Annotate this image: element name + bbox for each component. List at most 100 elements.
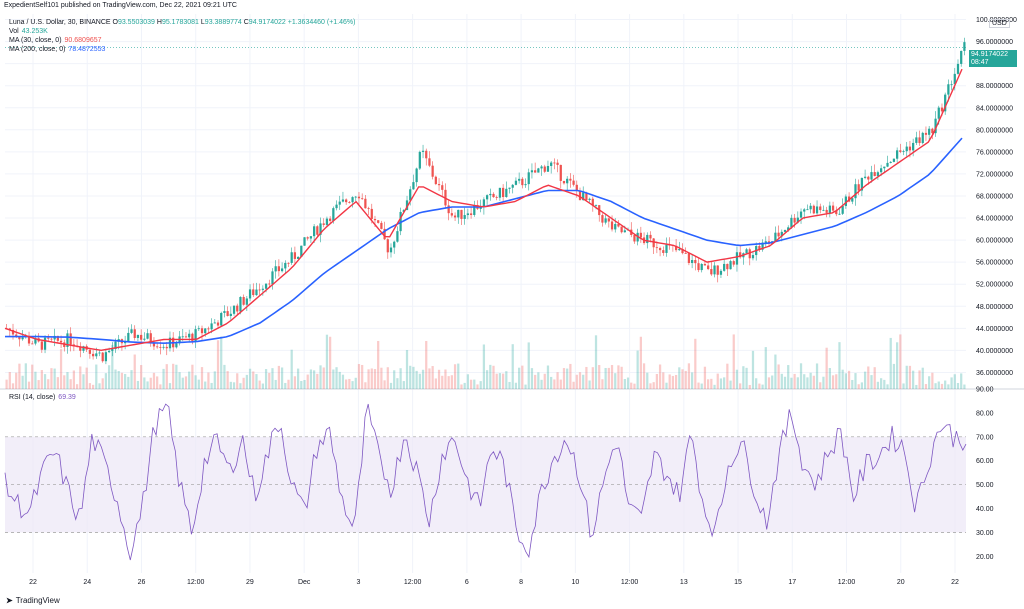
volume-bar <box>671 375 675 389</box>
volume-bar <box>879 378 883 389</box>
volume-bar <box>476 384 479 389</box>
ma30-line <box>4 68 963 352</box>
volume-bar <box>831 375 835 389</box>
rsi-legend[interactable]: RSI (14, close) 69.39 <box>9 394 76 401</box>
candle-body <box>245 298 248 305</box>
volume-bar <box>960 373 963 389</box>
volume-bar <box>306 374 309 389</box>
candle-body <box>838 213 841 215</box>
volume-bar <box>646 372 649 389</box>
candle-body <box>197 328 200 330</box>
candle-body <box>175 343 178 348</box>
volume-bar <box>854 373 857 389</box>
candle-body <box>425 150 428 159</box>
volume-bar <box>684 370 687 389</box>
candle-body <box>156 346 159 348</box>
volume-bar <box>418 373 421 389</box>
volume-bar <box>793 373 796 389</box>
candle-body <box>713 265 716 275</box>
candle-body <box>924 132 928 135</box>
currency-label[interactable]: USD <box>989 19 1010 28</box>
candle-body <box>364 198 367 209</box>
volume-bar <box>594 335 598 389</box>
volume-bar <box>348 378 351 389</box>
candle-body <box>537 168 540 173</box>
candle-body <box>703 263 707 266</box>
candle-body <box>908 146 912 151</box>
volume-bar <box>56 377 59 389</box>
candle-body <box>758 246 761 250</box>
volume-bar <box>5 379 8 389</box>
candle-body <box>271 271 274 285</box>
candle-body <box>501 187 505 198</box>
volume-bar <box>130 370 133 389</box>
volume-bar <box>181 377 184 389</box>
volume-bar <box>703 366 707 389</box>
candle-body <box>11 329 15 335</box>
volume-bar <box>518 367 521 389</box>
volume-bar <box>293 376 297 389</box>
volume-bar <box>136 380 140 389</box>
volume-bar <box>540 379 543 389</box>
volume-bar <box>505 371 508 389</box>
candle-body <box>450 213 453 216</box>
ohlc-open: O93.5503039 <box>113 19 155 26</box>
candle-body <box>617 224 620 227</box>
volume-bar <box>665 382 668 389</box>
price-tick-label: 56.0000000 <box>976 260 1013 267</box>
volume-bar <box>8 372 11 389</box>
time-tick-label: 10 <box>571 579 579 586</box>
price-tick-label: 36.0000000 <box>976 370 1013 377</box>
candle-body <box>745 249 748 254</box>
ohlc-high-key: H <box>156 19 162 26</box>
symbol-label[interactable]: Luna / U.S. Dollar, 30, BINANCE <box>9 19 111 26</box>
candle-body <box>130 329 133 333</box>
volume-bar <box>341 374 345 389</box>
candle-body <box>918 137 921 144</box>
volume-bar <box>492 365 495 389</box>
candle-body <box>338 201 341 205</box>
volume-bar <box>425 340 428 389</box>
volume-bar <box>284 382 287 389</box>
candle-body <box>284 262 287 269</box>
volume-bar <box>812 375 815 389</box>
legend-row-vol[interactable]: Vol 43.253K <box>9 27 355 36</box>
candle-body <box>31 343 34 345</box>
candle-body <box>729 261 732 270</box>
candle-body <box>899 150 902 152</box>
candle-body <box>690 259 694 264</box>
volume-bar <box>690 372 694 389</box>
ohlc-open-key: O <box>112 19 118 26</box>
volume-bar <box>431 366 434 389</box>
candle-body <box>159 346 162 348</box>
legend-row-ma200[interactable]: MA (200, close, 0) 78.4872553 <box>9 45 355 54</box>
volume-bar <box>325 334 329 389</box>
candle-body <box>223 311 226 313</box>
volume-bar <box>668 374 671 389</box>
candle-body <box>114 341 117 350</box>
price-tick-label: 84.0000000 <box>976 105 1013 112</box>
candle-body <box>373 218 377 221</box>
volume-bar <box>43 374 47 389</box>
volume-bar <box>389 382 393 389</box>
candle-body <box>386 239 389 253</box>
volume-bar <box>655 374 658 389</box>
volume-bar <box>261 383 264 389</box>
volume-bar <box>332 369 335 389</box>
candle-body <box>431 165 434 177</box>
candle-body <box>15 334 18 337</box>
candle-body <box>761 242 764 250</box>
volume-bar <box>787 365 790 389</box>
volume-bar <box>953 374 956 389</box>
price-tick-label: 76.0000000 <box>976 149 1013 156</box>
volume-bar <box>399 368 402 389</box>
volume-bar <box>921 367 924 389</box>
volume-bar <box>947 384 950 389</box>
candle-body <box>146 333 149 339</box>
volume-bar <box>373 369 377 389</box>
vol-value: 43.253K <box>21 28 48 35</box>
rsi-tick-label: 90.00 <box>976 387 994 394</box>
candle-body <box>437 184 441 186</box>
legend-row-ma30[interactable]: MA (30, close, 0) 90.6809657 <box>9 36 355 45</box>
candle-body <box>585 192 588 200</box>
